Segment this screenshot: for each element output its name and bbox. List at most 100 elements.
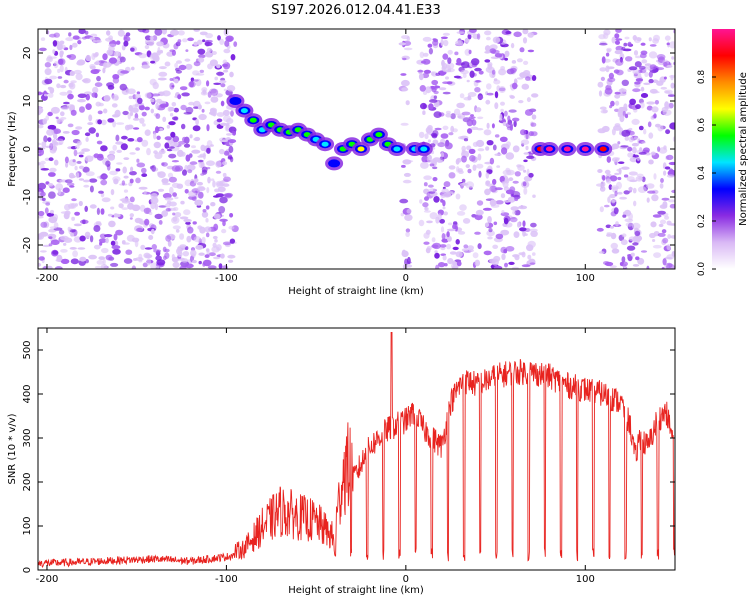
heatmap-cell	[204, 226, 212, 233]
heatmap-cell	[441, 59, 445, 67]
heatmap-cell	[38, 91, 43, 96]
heatmap-cell	[494, 187, 503, 191]
heatmap-cell	[448, 172, 456, 179]
ridge-point	[393, 146, 401, 152]
heatmap-cell	[167, 106, 173, 112]
heatmap-cell	[89, 185, 94, 193]
heatmap-cell	[446, 243, 451, 250]
heatmap-cell	[492, 36, 501, 44]
heatmap-cell	[477, 148, 485, 152]
heatmap-cell	[173, 206, 179, 212]
heatmap-cell	[492, 144, 497, 151]
heatmap-cell	[43, 135, 48, 143]
heatmap-cell	[628, 212, 633, 221]
heatmap-cell	[177, 39, 182, 43]
heatmap-cell	[49, 226, 57, 230]
heatmap-cell	[476, 163, 484, 169]
heatmap-cell	[648, 159, 654, 165]
heatmap-cell	[159, 128, 163, 131]
heatmap-cell	[144, 35, 152, 41]
heatmap-cell	[164, 142, 170, 149]
heatmap-cell	[108, 43, 117, 48]
heatmap-cell	[418, 73, 424, 81]
heatmap-cell	[657, 146, 661, 152]
heatmap-cell	[660, 178, 664, 183]
heatmap-cell	[622, 211, 628, 215]
heatmap-cell	[120, 143, 128, 151]
heatmap-cell	[129, 178, 134, 184]
heatmap-cell	[475, 209, 484, 216]
heatmap-cell	[73, 149, 78, 157]
heatmap-cell	[598, 34, 606, 40]
heatmap-cell	[155, 113, 161, 119]
heatmap-cell	[484, 30, 492, 36]
heatmap-cell	[151, 93, 161, 97]
heatmap-cell	[119, 56, 126, 63]
heatmap-cell	[523, 169, 527, 173]
heatmap-cell	[95, 101, 102, 107]
heatmap-cell	[64, 156, 69, 164]
heatmap-cell	[213, 82, 222, 86]
heatmap-cell	[528, 131, 534, 137]
heatmap-cell	[667, 234, 672, 239]
heatmap-cell	[475, 80, 481, 83]
heatmap-cell	[443, 69, 452, 73]
heatmap-cell	[60, 249, 68, 253]
heatmap-cell	[105, 160, 111, 167]
heatmap-cell	[504, 110, 508, 117]
heatmap-cell	[609, 105, 613, 109]
x-tick-label: 0	[403, 574, 409, 585]
heatmap-cell	[626, 42, 632, 46]
heatmap-cell	[507, 115, 511, 122]
heatmap-cell	[38, 262, 42, 267]
heatmap-cell	[115, 141, 124, 145]
heatmap-cell	[153, 249, 162, 253]
heatmap-cell	[632, 187, 637, 194]
heatmap-cell	[89, 37, 96, 40]
heatmap-cell	[657, 210, 666, 215]
heatmap-cell	[442, 91, 451, 95]
heatmap-cell	[212, 235, 218, 240]
heatmap-cell	[431, 237, 436, 243]
heatmap-cell	[193, 106, 200, 109]
heatmap-cell	[406, 208, 412, 214]
heatmap-cell	[597, 81, 604, 88]
heatmap-cell	[174, 62, 179, 69]
heatmap-cell	[211, 51, 217, 55]
heatmap-cell	[129, 217, 133, 220]
heatmap-cell	[156, 259, 166, 266]
heatmap-cell	[205, 205, 210, 210]
heatmap-cell	[85, 103, 92, 110]
heatmap-cell	[150, 60, 156, 64]
heatmap-cell	[201, 211, 209, 218]
ridge-point	[563, 146, 571, 152]
heatmap-cell	[621, 233, 627, 238]
heatmap-cell	[621, 256, 626, 263]
heatmap-cell	[73, 69, 82, 75]
heatmap-cell	[166, 124, 171, 129]
heatmap-cell	[84, 231, 91, 239]
heatmap-cell	[197, 159, 204, 163]
heatmap-cell	[610, 185, 619, 190]
heatmap-cell	[435, 72, 441, 76]
heatmap-cell	[214, 239, 218, 243]
heatmap-cell	[70, 109, 77, 116]
heatmap-cell	[150, 108, 154, 114]
heatmap-cell	[218, 148, 225, 155]
heatmap-cell	[53, 159, 59, 166]
heatmap-cell	[512, 145, 520, 153]
heatmap-cell	[222, 161, 228, 166]
heatmap-cell	[135, 177, 141, 184]
heatmap-cell	[212, 180, 216, 188]
heatmap-cell	[665, 129, 671, 135]
heatmap-cell	[184, 263, 194, 269]
heatmap-cell	[642, 147, 650, 153]
heatmap-cell	[207, 265, 217, 269]
heatmap-cell	[493, 221, 498, 226]
heatmap-cell	[137, 97, 143, 105]
heatmap-cell	[222, 59, 228, 65]
y-tick-label: 10	[22, 95, 33, 108]
heatmap-cell	[474, 231, 481, 235]
heatmap-cell	[668, 223, 675, 226]
